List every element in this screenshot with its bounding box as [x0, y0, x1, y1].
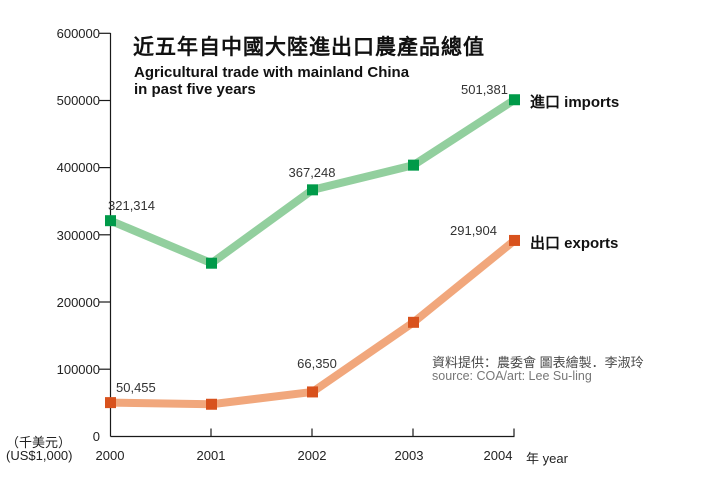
y-tick-label: 200000	[56, 295, 100, 310]
exports-marker-2002	[307, 386, 318, 398]
x-axis-unit: 年 year	[526, 451, 568, 466]
y-axis-unit-en: (US$1,000)	[6, 448, 73, 463]
exports-marker-2000	[105, 397, 116, 409]
legend-imports: 進口 imports	[530, 94, 620, 111]
y-tick-label: 600000	[56, 26, 100, 41]
source-credit-zh: 資料提供：農委會 圖表繪製．李淑玲	[432, 355, 644, 370]
data-label-exports-2000: 50,455	[116, 380, 156, 395]
y-tick-label: 500000	[56, 93, 100, 108]
x-tick-label-2001: 2001	[196, 448, 226, 463]
exports-marker-2004	[509, 234, 520, 246]
data-label-imports-2004: 501,381	[461, 82, 508, 97]
chart-subtitle: Agricultural trade with mainland China i…	[134, 64, 409, 98]
chart-subtitle-line1: Agricultural trade with mainland China	[134, 64, 410, 81]
imports-marker-2002	[307, 184, 318, 196]
exports-marker-2001	[206, 398, 217, 410]
imports-marker-2000	[105, 215, 116, 227]
x-tick-label-2004: 2004	[483, 448, 513, 463]
data-label-exports-2002: 66,350	[297, 356, 337, 371]
x-tick-label-2002: 2002	[297, 448, 327, 463]
data-label-imports-2000: 321,314	[108, 198, 155, 213]
imports-marker-2001	[206, 257, 217, 269]
exports-marker-2003	[408, 316, 419, 328]
chart-title: 近五年自中國大陸進出口農產品總值	[133, 36, 485, 59]
x-tick-label-2000: 2000	[95, 448, 125, 463]
data-label-exports-2004: 291,904	[450, 223, 497, 238]
x-tick-label-2003: 2003	[394, 448, 424, 463]
data-label-imports-2002: 367,248	[288, 165, 336, 180]
y-axis-unit-zh: （千美元）	[6, 435, 72, 450]
y-tick-label: 300000	[56, 228, 100, 243]
chart-subtitle-line2: in past five years	[134, 81, 256, 98]
source-credit-en: source: COA/art: Lee Su-ling	[432, 369, 592, 383]
y-tick-label: 400000	[56, 160, 100, 175]
legend-exports: 出口 exports	[530, 235, 619, 252]
y-tick-label: 100000	[56, 362, 100, 377]
imports-marker-2003	[408, 159, 419, 171]
series-layer	[105, 94, 520, 410]
imports-marker-2004	[509, 94, 520, 106]
y-zero-label: 0	[92, 429, 100, 444]
axes	[99, 32, 515, 438]
imports-line	[108, 96, 517, 268]
